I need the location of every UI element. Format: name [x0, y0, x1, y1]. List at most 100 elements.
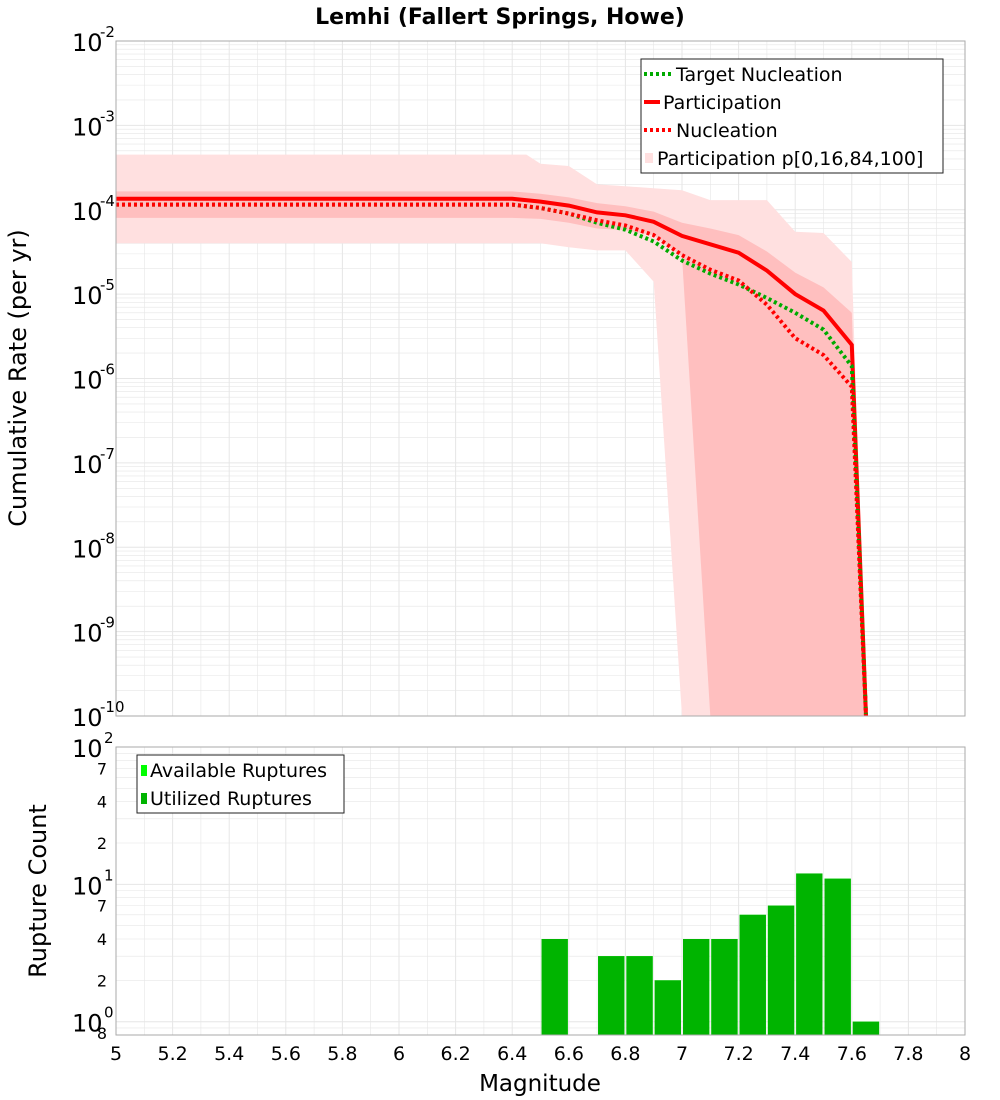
bottom-legend-item: Utilized Ruptures [141, 788, 312, 810]
x-tick-label: 7 [676, 1043, 688, 1065]
y-tick-exponent: -4 [100, 192, 115, 210]
y-tick-base: 10 [72, 1010, 103, 1038]
x-tick-label: 5.4 [214, 1043, 244, 1065]
x-tick-label: 6 [393, 1043, 405, 1065]
utilized-rupture-bar [683, 939, 710, 1035]
chart-title: Lemhi (Fallert Springs, Howe) [315, 5, 685, 30]
y-tick-label-top: 10-8 [72, 529, 115, 563]
utilized-rupture-bar [654, 980, 681, 1035]
y-minor-tick-label: 8 [97, 1024, 107, 1043]
top-y-axis-label: Cumulative Rate (per yr) [4, 229, 32, 527]
x-tick-label: 6.6 [554, 1043, 584, 1065]
legend-label: Available Ruptures [150, 760, 327, 782]
y-tick-exponent: -3 [100, 107, 115, 125]
y-minor-tick-label: 4 [97, 930, 107, 949]
y-minor-tick-label: 4 [97, 793, 107, 812]
legend-label: Utilized Ruptures [150, 788, 312, 810]
top-legend-item: Participation [644, 92, 782, 114]
y-tick-label-bottom: 10 1 [72, 866, 114, 900]
utilized-rupture-bar [852, 1021, 880, 1035]
utilized-rupture-bar [598, 956, 625, 1035]
legend-swatch-bar [141, 793, 147, 804]
y-tick-exponent: 0 [104, 1004, 114, 1022]
y-tick-base: 10 [72, 704, 103, 732]
y-tick-base: 10 [72, 113, 103, 141]
y-tick-label-top: 10-10 [72, 698, 125, 732]
y-tick-exponent: -8 [100, 529, 115, 547]
y-tick-base: 10 [72, 535, 103, 563]
x-tick-label: 5 [110, 1043, 122, 1065]
y-tick-exponent: 2 [104, 729, 114, 747]
y-tick-exponent: -5 [100, 276, 115, 294]
top-plot-series [116, 154, 868, 716]
x-tick-label: 5.8 [327, 1043, 357, 1065]
y-minor-tick-label: 2 [97, 834, 107, 853]
y-tick-label-top: 10-3 [72, 107, 115, 141]
x-tick-label: 7.2 [723, 1043, 753, 1065]
y-tick-base: 10 [72, 451, 103, 479]
y-tick-label-bottom: 10 2 [72, 729, 114, 763]
y-tick-base: 10 [72, 198, 103, 226]
utilized-rupture-bar [796, 873, 823, 1035]
bottom-y-axis-label: Rupture Count [24, 804, 52, 978]
utilized-rupture-bar [541, 939, 568, 1035]
y-tick-base: 10 [72, 282, 103, 310]
x-tick-label: 5.2 [157, 1043, 187, 1065]
y-minor-tick-label: 2 [97, 971, 107, 990]
legend-label: Nucleation [676, 120, 778, 142]
participation-band-outer [116, 154, 866, 716]
x-tick-label: 7.6 [837, 1043, 867, 1065]
y-tick-exponent: -9 [100, 614, 115, 632]
legend-label: Target Nucleation [675, 64, 843, 86]
top-legend-item: Nucleation [644, 120, 778, 142]
y-tick-label-bottom: 10 0 [72, 1004, 114, 1038]
x-tick-label: 6.8 [610, 1043, 640, 1065]
nucleation-line [116, 202, 868, 716]
y-tick-base: 10 [72, 29, 103, 57]
bottom-legend-item: Available Ruptures [141, 760, 327, 782]
y-tick-label-top: 10-2 [72, 23, 115, 57]
y-tick-label-top: 10-4 [72, 192, 115, 226]
y-tick-exponent: -2 [100, 23, 115, 41]
top-plot-frame [115, 40, 966, 717]
utilized-rupture-bar [824, 878, 851, 1035]
y-tick-exponent: -7 [100, 445, 115, 463]
utilized-rupture-bar [739, 914, 766, 1035]
legend-label: Participation p[0,16,84,100] [657, 148, 923, 170]
participation-band-inner [116, 191, 866, 716]
y-tick-exponent: -6 [100, 361, 115, 379]
bottom-plot-bars [541, 873, 880, 1035]
y-minor-tick-label: 7 [97, 759, 107, 778]
x-tick-label: 7.4 [780, 1043, 810, 1065]
y-tick-exponent: 1 [104, 866, 114, 884]
y-tick-base: 10 [72, 735, 103, 763]
utilized-rupture-bar [711, 939, 738, 1035]
legend-label: Participation [663, 92, 782, 114]
participation-line [116, 196, 868, 716]
x-tick-label: 7.8 [893, 1043, 923, 1065]
top-legend-item: Target Nucleation [644, 64, 843, 86]
y-tick-base: 10 [72, 367, 103, 395]
top-legend-box [640, 58, 944, 174]
y-tick-label-top: 10-7 [72, 445, 115, 479]
y-tick-label-top: 10-6 [72, 361, 115, 395]
y-tick-base: 10 [72, 620, 103, 648]
y-tick-label-top: 10-5 [72, 276, 115, 310]
x-axis-label: Magnitude [479, 1071, 601, 1097]
utilized-rupture-bar [626, 956, 653, 1035]
bottom-legend-box [136, 754, 345, 814]
x-tick-label: 6.2 [440, 1043, 470, 1065]
y-tick-base: 10 [72, 872, 103, 900]
top-legend-item: Participation p[0,16,84,100] [645, 148, 923, 170]
bottom-plot-frame [115, 746, 966, 1036]
x-tick-label: 5.6 [271, 1043, 301, 1065]
y-minor-tick-label: 7 [97, 897, 107, 916]
y-tick-label-top: 10-9 [72, 614, 115, 648]
x-tick-label: 6.4 [497, 1043, 527, 1065]
legend-swatch-bar [141, 765, 147, 776]
x-tick-label: 8 [959, 1043, 971, 1065]
y-tick-exponent: -10 [100, 698, 125, 716]
legend-swatch-band [645, 153, 653, 163]
utilized-rupture-bar [767, 905, 795, 1035]
